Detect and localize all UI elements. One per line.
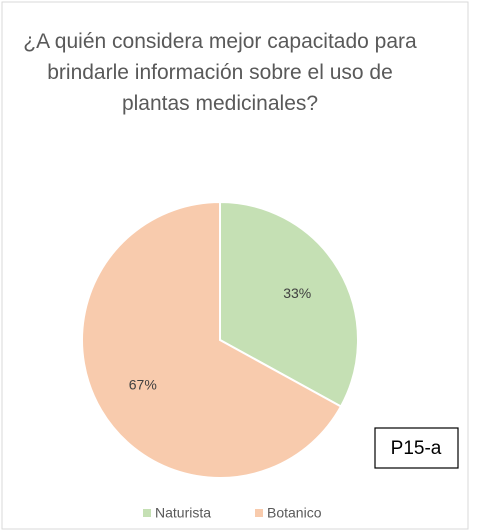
annotation-box <box>374 427 459 469</box>
legend-label: Naturista <box>155 505 211 521</box>
chart-title: ¿A quién considera mejor capacitado para… <box>23 30 417 115</box>
legend-label: Botanico <box>267 505 322 521</box>
chart-border <box>1 1 469 530</box>
data-label: 67% <box>129 376 157 392</box>
legend-swatch <box>255 509 263 517</box>
annotation: P15-a <box>391 438 442 459</box>
pie-slice <box>81 200 343 479</box>
data-label: 33% <box>283 285 311 301</box>
legend-swatch <box>143 509 151 517</box>
pie-slice <box>219 200 359 408</box>
